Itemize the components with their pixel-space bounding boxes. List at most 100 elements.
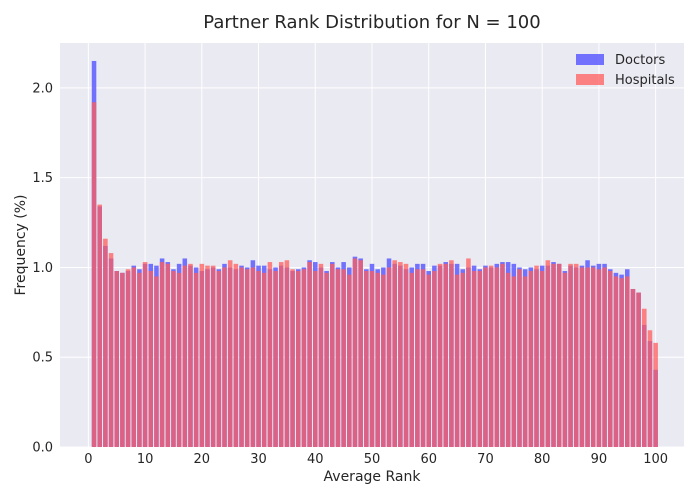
bar-hospitals <box>505 272 511 447</box>
bar-hospitals <box>148 271 154 447</box>
x-tick-label: 80 <box>534 452 551 467</box>
bar-hospitals <box>313 271 318 447</box>
y-tick-label: 2.0 <box>32 81 53 96</box>
bar-hospitals <box>556 263 562 447</box>
bar-hospitals <box>466 258 471 447</box>
x-tick-label: 40 <box>307 452 324 467</box>
bar-hospitals <box>97 204 102 447</box>
bar-hospitals <box>398 262 403 447</box>
y-tick-label: 0.5 <box>32 351 53 366</box>
chart-title: Partner Rank Distribution for N = 100 <box>203 12 540 33</box>
y-axis-label: Frequency (%) <box>13 194 29 295</box>
bar-hospitals <box>364 271 369 447</box>
bar-hospitals <box>607 271 613 447</box>
bar-hospitals <box>176 272 182 447</box>
bar-hospitals <box>330 263 335 447</box>
bar-hospitals <box>182 265 188 447</box>
bar-hospitals <box>483 267 488 447</box>
bar-hospitals <box>449 260 454 447</box>
legend-swatch-hospitals <box>576 74 604 85</box>
bar-hospitals <box>199 263 205 447</box>
bar-hospitals <box>415 269 420 447</box>
bar-hospitals <box>528 271 534 447</box>
bar-hospitals <box>460 272 466 447</box>
bar-hospitals <box>193 272 199 447</box>
bar-hospitals <box>494 267 500 447</box>
bar-hospitals <box>619 278 624 447</box>
bar-hospitals <box>335 269 341 447</box>
bar-hospitals <box>324 272 329 447</box>
bar-hospitals <box>347 274 352 447</box>
bar-hospitals <box>171 271 176 447</box>
x-axis-label: Average Rank <box>324 469 422 485</box>
y-tick-labels: 0.0 0.5 1.0 1.5 2.0 <box>32 81 53 455</box>
bar-hospitals <box>369 271 375 447</box>
bar-hospitals <box>261 272 267 447</box>
bar-hospitals <box>381 274 386 447</box>
y-tick-label: 1.0 <box>32 261 53 276</box>
x-tick-label: 60 <box>420 452 437 467</box>
bars <box>91 60 658 448</box>
bar-hospitals <box>290 269 295 447</box>
bar-hospitals <box>227 260 233 447</box>
x-tick-label: 100 <box>643 452 668 467</box>
bar-hospitals <box>205 265 210 447</box>
bar-hospitals <box>159 262 165 447</box>
x-tick-label: 10 <box>137 452 154 467</box>
bar-hospitals <box>114 271 119 447</box>
bar-hospitals <box>477 271 483 447</box>
bar-hospitals <box>307 262 312 447</box>
legend: Doctors Hospitals <box>576 53 675 88</box>
bar-hospitals <box>551 263 556 447</box>
bar-hospitals <box>590 267 596 447</box>
bar-hospitals <box>596 269 602 447</box>
x-tick-label: 90 <box>591 452 608 467</box>
bar-hospitals <box>188 263 193 447</box>
bar-hospitals <box>267 262 273 447</box>
bar-hospitals <box>131 267 137 447</box>
bar-hospitals <box>630 288 636 447</box>
bar-hospitals <box>642 308 647 447</box>
bar-hospitals <box>222 267 227 447</box>
x-tick-label: 0 <box>84 452 92 467</box>
bar-hospitals <box>375 272 380 447</box>
bar-hospitals <box>341 269 346 447</box>
bar-hospitals <box>301 269 307 447</box>
bar-hospitals <box>239 267 244 447</box>
bar-hospitals <box>432 271 437 447</box>
x-tick-labels: 0 10 20 30 40 50 60 70 80 90 100 <box>84 452 668 467</box>
bar-hospitals <box>636 292 641 447</box>
bar-hospitals <box>358 260 363 447</box>
bar-hospitals <box>295 271 301 447</box>
bar-hospitals <box>573 263 579 447</box>
bar-hospitals <box>539 271 545 447</box>
series-hospitals <box>91 102 658 448</box>
bar-hospitals <box>500 263 505 447</box>
bar-hospitals <box>244 269 250 447</box>
bar-hospitals <box>562 272 568 447</box>
x-tick-label: 20 <box>194 452 211 467</box>
bar-hospitals <box>233 263 239 447</box>
bar-hospitals <box>154 276 159 447</box>
bar-hospitals <box>318 263 324 447</box>
bar-hospitals <box>386 267 392 447</box>
legend-label-doctors: Doctors <box>615 53 666 68</box>
bar-hospitals <box>103 238 108 447</box>
bar-hospitals <box>278 262 284 447</box>
bar-hospitals <box>256 271 261 447</box>
legend-swatch-doctors <box>576 54 604 65</box>
bar-hospitals <box>585 267 590 447</box>
bar-hospitals <box>568 263 573 447</box>
bar-hospitals <box>142 262 148 447</box>
bar-hospitals <box>545 260 551 447</box>
bar-hospitals <box>352 258 358 447</box>
bar-hospitals <box>273 271 278 447</box>
bar-hospitals <box>250 267 256 447</box>
y-tick-label: 0.0 <box>32 441 53 456</box>
bar-hospitals <box>392 260 397 447</box>
bar-hospitals <box>443 263 449 447</box>
bar-hospitals <box>602 267 607 447</box>
bar-hospitals <box>653 342 658 447</box>
bar-hospitals <box>284 260 290 447</box>
